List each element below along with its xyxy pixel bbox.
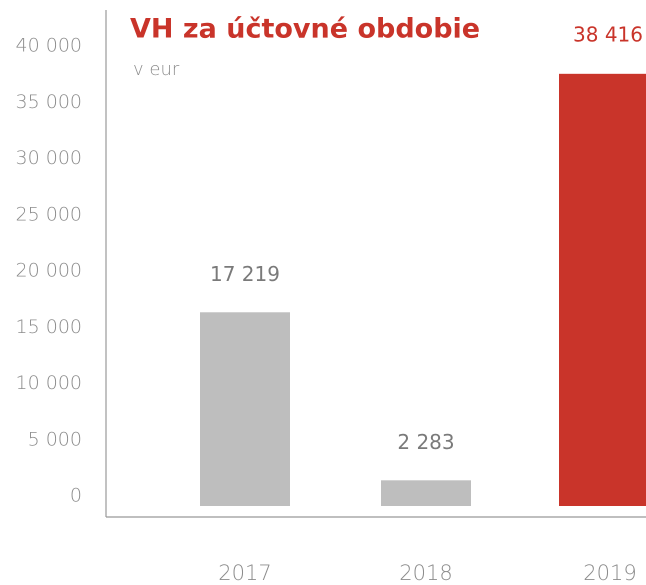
y-tick-label: 35 000 xyxy=(16,91,82,113)
bar xyxy=(559,73,646,506)
bar xyxy=(200,312,290,506)
x-tick-label: 2017 xyxy=(218,561,271,585)
y-tick-label: 20 000 xyxy=(16,260,82,282)
x-tick-label: 2018 xyxy=(399,561,452,585)
data-label: 38 416 xyxy=(573,23,643,47)
y-tick-label: 5 000 xyxy=(28,428,82,450)
y-tick-label: 40 000 xyxy=(16,35,82,57)
y-tick-label: 30 000 xyxy=(16,147,82,169)
y-tick-label: 15 000 xyxy=(16,316,82,338)
chart-subtitle: v eur xyxy=(133,59,180,80)
y-tick-label: 10 000 xyxy=(16,372,82,394)
data-label: 17 219 xyxy=(210,262,280,286)
chart-title: VH za účtovné obdobie xyxy=(130,14,480,45)
y-tick-label: 0 xyxy=(70,485,82,507)
y-tick-label: 25 000 xyxy=(16,203,82,225)
x-tick-label: 2019 xyxy=(583,561,636,585)
data-label: 2 283 xyxy=(397,430,454,454)
bar xyxy=(381,480,471,506)
